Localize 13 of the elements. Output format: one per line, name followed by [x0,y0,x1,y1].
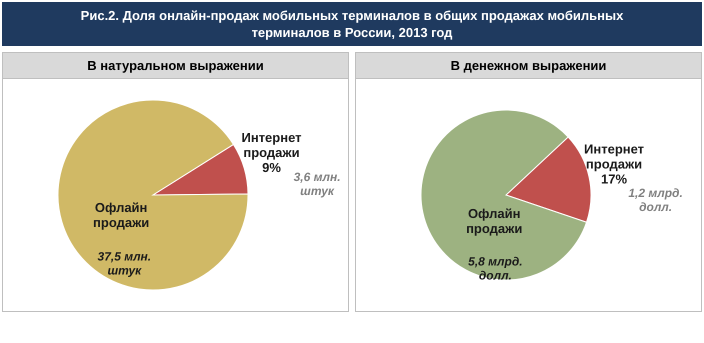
chart-title: В денежном выражении [356,53,701,79]
data-label: 5,8 млрд. долл. [468,254,523,283]
slice-label: Интернет продажи [584,142,644,172]
chart-title: В натуральном выражении [3,53,348,79]
slice-label: Офлайн продажи [93,200,150,230]
text: Рис.2. Доля онлайн-продаж мобильных терминалов в общих продажах мобильных терминалов в России, 2013 год [2,2,702,46]
data-label: 3,6 млн. штук [294,170,341,198]
data-label: 37,5 млн. штук [98,250,152,278]
slice-label: Офлайн продажи [466,206,522,236]
text: 9% [262,160,282,176]
text: 17% [601,172,628,187]
data-label: 1,2 млрд. долл. [628,186,683,214]
slice-label: Интернет продажи [241,130,302,160]
